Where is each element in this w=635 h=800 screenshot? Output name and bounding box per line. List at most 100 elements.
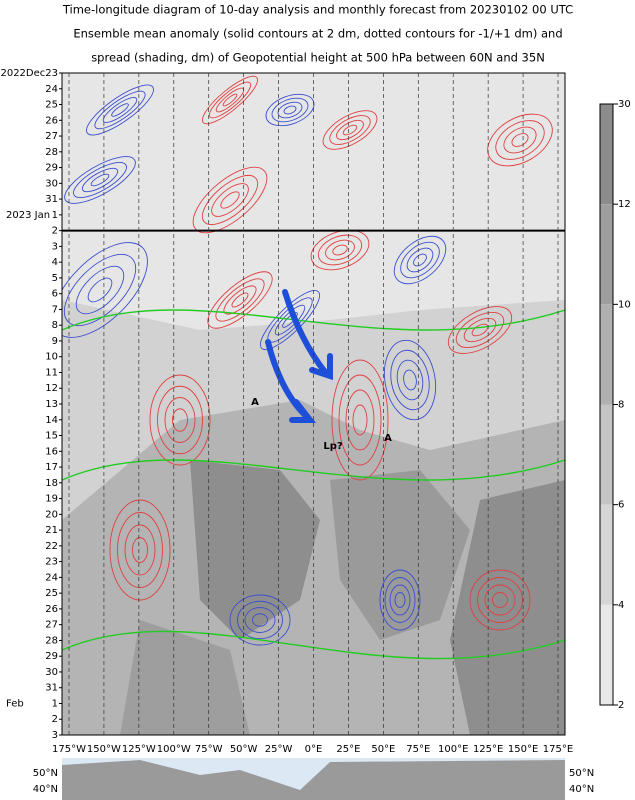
contour <box>124 524 156 576</box>
contour <box>229 594 291 646</box>
contour <box>237 600 283 640</box>
colorbar-label: 6 <box>618 500 624 511</box>
y-tick-label: 25 <box>45 588 58 599</box>
contour <box>222 93 238 107</box>
y-tick-label: 15 <box>45 431 58 442</box>
contour <box>192 166 268 234</box>
x-tick-label: 125°E <box>473 744 503 755</box>
contour <box>157 385 203 455</box>
x-tick-label: 50°E <box>371 744 395 755</box>
colorbar-label: 10 <box>618 299 631 310</box>
y-tick-label: 24 <box>45 84 58 95</box>
anomaly-contours <box>62 75 565 660</box>
x-tick-label: 150°E <box>508 744 538 755</box>
x-tick-label: 75°W <box>195 744 223 755</box>
y-tick-label: 22 <box>45 541 58 552</box>
y-tick-label: 30 <box>45 667 58 678</box>
y-tick-label: 29 <box>45 651 58 662</box>
y-tick-label: 6 <box>52 289 58 300</box>
title-line: Time-longitude diagram of 10-day analysi… <box>62 3 573 17</box>
colorbar-segment <box>600 604 613 705</box>
contour <box>396 359 424 401</box>
contour <box>413 253 427 267</box>
contour <box>484 584 516 616</box>
contour <box>447 306 513 354</box>
contour <box>469 569 531 631</box>
contour <box>322 110 378 150</box>
y-tick-label: 1 <box>52 210 58 221</box>
contour <box>492 592 508 608</box>
contour <box>471 323 489 337</box>
title-line: Ensemble mean anomaly (solid contours at… <box>73 27 562 41</box>
contour <box>109 499 171 601</box>
contour <box>403 369 417 391</box>
contour <box>207 271 273 329</box>
y-tick-label: 17 <box>45 462 58 473</box>
y-tick-label: 11 <box>45 367 58 378</box>
contour <box>90 173 110 187</box>
contour <box>332 244 348 256</box>
contour <box>455 311 505 349</box>
arrows <box>265 289 333 423</box>
y-tick-label: 31 <box>45 194 58 205</box>
y-tick-label: 7 <box>52 304 58 315</box>
map-label: 40°N <box>569 784 594 795</box>
y-tick-label: 2022Dec23 <box>0 68 58 79</box>
colorbar-segment <box>600 104 613 205</box>
contour <box>94 90 146 130</box>
contour <box>379 569 421 631</box>
contour <box>86 84 154 136</box>
y-tick-label: 30 <box>45 178 58 189</box>
y-tick-label: 25 <box>45 100 58 111</box>
y-tick-label: 3 <box>52 241 58 252</box>
x-tick-label: 50°W <box>230 744 258 755</box>
y-tick-label: 23 <box>45 557 58 568</box>
y-tick-label: 27 <box>45 620 58 631</box>
y-tick-label: 31 <box>45 683 58 694</box>
colorbar-segment <box>600 304 613 405</box>
contour <box>164 397 196 443</box>
colorbar-segment <box>600 504 613 605</box>
map-label: 40°N <box>33 784 58 795</box>
contour <box>338 374 382 466</box>
x-tick-label: 125°W <box>122 744 156 755</box>
colorbar-label: 8 <box>618 400 624 411</box>
contour <box>495 120 545 160</box>
map-land <box>62 760 565 800</box>
contour <box>244 607 276 633</box>
y-tick-label: 2 <box>52 714 58 725</box>
contour <box>62 459 565 481</box>
colorbar-label: 12 <box>618 199 631 210</box>
contour <box>283 105 297 115</box>
contour <box>231 292 249 308</box>
contour <box>102 97 138 123</box>
contour <box>277 101 303 119</box>
contour <box>132 537 148 563</box>
contour <box>117 512 163 588</box>
x-tick-label: 75°E <box>406 744 430 755</box>
contour <box>390 349 430 411</box>
contour <box>487 113 553 167</box>
x-tick-label: 175°W <box>52 744 86 755</box>
contour <box>325 239 355 261</box>
y-tick-label: 21 <box>45 525 58 536</box>
contour <box>252 613 268 627</box>
x-tick-label: 100°E <box>438 744 468 755</box>
contour <box>73 162 127 198</box>
contour <box>172 408 188 432</box>
contour <box>400 241 440 279</box>
x-tick-label: 25°W <box>265 744 293 755</box>
x-tick-label: 175°E <box>543 744 573 755</box>
colorbar-segment <box>600 204 613 305</box>
y-tick-prefix: Feb <box>6 698 24 709</box>
y-tick-label: 26 <box>45 115 58 126</box>
contour <box>477 577 523 623</box>
contour <box>329 115 371 145</box>
colorbar-label: 2 <box>618 700 624 711</box>
colorbar-segment <box>600 404 613 505</box>
contour <box>282 312 298 328</box>
contour <box>75 265 125 315</box>
contour <box>220 191 240 209</box>
y-tick-label: 4 <box>52 257 58 268</box>
y-tick-label: 13 <box>45 399 58 410</box>
